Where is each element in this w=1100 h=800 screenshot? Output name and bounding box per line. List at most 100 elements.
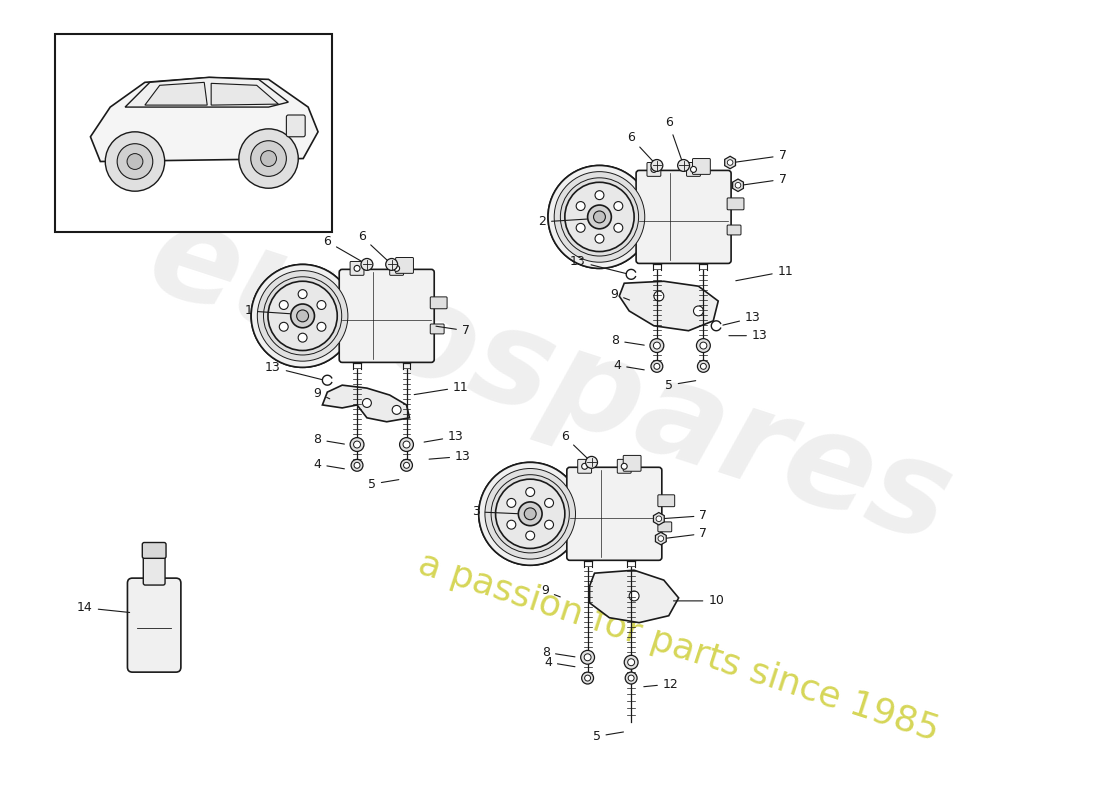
Text: 8: 8 (314, 433, 344, 446)
Text: 7: 7 (667, 527, 707, 540)
Polygon shape (725, 156, 736, 169)
Circle shape (658, 536, 663, 542)
Circle shape (118, 144, 153, 179)
Polygon shape (90, 78, 318, 162)
Circle shape (587, 205, 612, 229)
Circle shape (128, 154, 143, 170)
Text: 4: 4 (544, 656, 575, 669)
Circle shape (595, 190, 604, 200)
Circle shape (625, 672, 637, 684)
Circle shape (628, 658, 635, 666)
Circle shape (548, 166, 651, 268)
Circle shape (386, 258, 397, 270)
Circle shape (650, 338, 663, 353)
Circle shape (651, 361, 663, 372)
Circle shape (404, 462, 409, 468)
Circle shape (651, 159, 663, 171)
Text: 5: 5 (664, 378, 695, 392)
FancyBboxPatch shape (636, 170, 732, 263)
Circle shape (491, 474, 570, 553)
Polygon shape (145, 82, 207, 105)
Circle shape (363, 398, 372, 407)
Circle shape (507, 520, 516, 529)
Circle shape (594, 211, 605, 223)
Circle shape (697, 361, 710, 372)
Circle shape (268, 282, 338, 350)
FancyBboxPatch shape (396, 258, 414, 274)
FancyBboxPatch shape (658, 495, 674, 506)
Circle shape (361, 258, 373, 270)
Circle shape (106, 132, 165, 191)
Circle shape (350, 438, 364, 451)
Text: 6: 6 (358, 230, 389, 262)
Circle shape (526, 531, 535, 540)
FancyBboxPatch shape (143, 554, 165, 585)
Circle shape (264, 277, 342, 355)
Text: 3: 3 (472, 506, 517, 518)
Circle shape (651, 166, 657, 172)
Polygon shape (653, 513, 664, 525)
FancyBboxPatch shape (430, 324, 444, 334)
Circle shape (629, 591, 639, 601)
FancyBboxPatch shape (389, 262, 404, 275)
Circle shape (701, 363, 706, 370)
Text: 12: 12 (644, 678, 679, 690)
FancyBboxPatch shape (128, 578, 180, 672)
Text: 7: 7 (736, 149, 786, 162)
Text: 13: 13 (729, 329, 768, 342)
Circle shape (290, 304, 315, 328)
Polygon shape (125, 78, 288, 107)
Circle shape (582, 672, 594, 684)
Circle shape (544, 498, 553, 507)
Circle shape (496, 479, 564, 549)
Circle shape (298, 334, 307, 342)
FancyBboxPatch shape (647, 162, 661, 176)
Circle shape (595, 234, 604, 243)
Circle shape (400, 459, 412, 471)
Circle shape (700, 342, 707, 349)
Text: 7: 7 (744, 173, 786, 186)
Text: 13: 13 (425, 430, 464, 443)
Circle shape (576, 223, 585, 232)
Circle shape (353, 441, 361, 448)
Circle shape (653, 342, 660, 349)
Circle shape (279, 322, 288, 331)
Circle shape (394, 266, 399, 271)
Circle shape (403, 441, 410, 448)
Circle shape (317, 322, 326, 331)
Circle shape (393, 406, 402, 414)
Circle shape (317, 301, 326, 310)
Circle shape (560, 178, 639, 256)
Circle shape (544, 520, 553, 529)
Text: eurospares: eurospares (133, 191, 967, 570)
Polygon shape (619, 282, 718, 330)
Text: 5: 5 (593, 730, 624, 743)
Text: 13: 13 (570, 255, 627, 274)
Text: 7: 7 (663, 510, 707, 522)
Circle shape (585, 457, 597, 468)
Circle shape (678, 159, 690, 171)
Circle shape (525, 508, 536, 520)
FancyBboxPatch shape (617, 459, 631, 474)
Circle shape (691, 166, 696, 172)
Circle shape (653, 363, 660, 370)
Circle shape (351, 459, 363, 471)
FancyBboxPatch shape (286, 115, 305, 137)
Circle shape (614, 223, 623, 232)
Polygon shape (322, 385, 409, 422)
Text: 9: 9 (541, 585, 560, 598)
Circle shape (735, 182, 740, 188)
Circle shape (485, 469, 575, 559)
Text: 9: 9 (610, 288, 629, 301)
Text: 2: 2 (538, 215, 586, 228)
FancyBboxPatch shape (686, 162, 701, 176)
Circle shape (653, 291, 663, 301)
Text: 9: 9 (314, 386, 330, 399)
Circle shape (354, 266, 360, 271)
Circle shape (251, 265, 354, 367)
Circle shape (526, 487, 535, 497)
Circle shape (584, 654, 591, 661)
Polygon shape (211, 83, 278, 105)
Text: 14: 14 (77, 602, 130, 614)
Text: 6: 6 (664, 117, 683, 163)
